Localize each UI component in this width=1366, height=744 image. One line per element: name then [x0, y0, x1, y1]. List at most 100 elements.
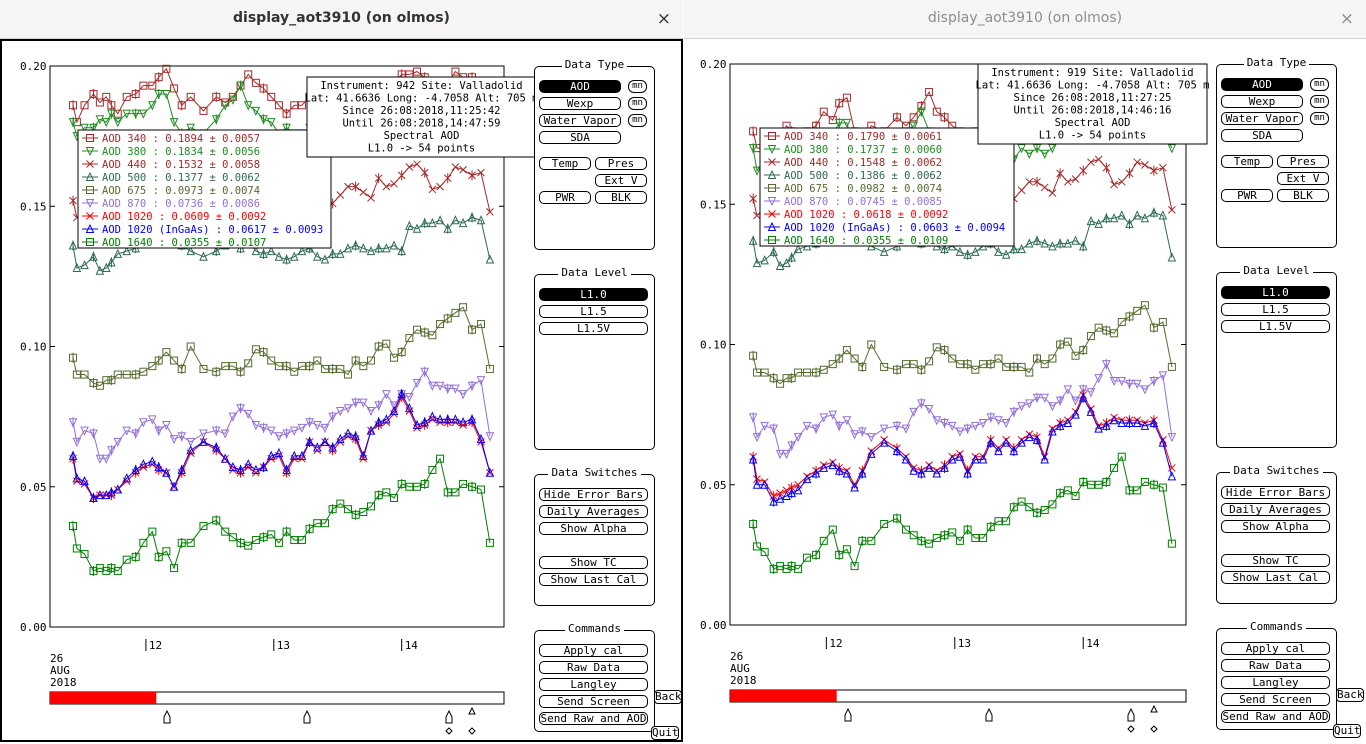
show-tc-button[interactable]: Show TC [539, 556, 648, 569]
mn-toggle[interactable]: mn [1310, 112, 1329, 125]
show-last-cal-button[interactable]: Show Last Cal [1221, 571, 1330, 584]
data-point [148, 456, 157, 466]
langley-button[interactable]: Langley [539, 678, 648, 691]
diamond-icon[interactable] [445, 727, 453, 735]
data-point [842, 118, 852, 129]
pres-button[interactable]: Pres [1277, 155, 1329, 168]
quit-button[interactable]: Quit [1333, 724, 1361, 738]
timeline-handle-icon[interactable] [844, 707, 852, 722]
legend-box [759, 127, 1015, 247]
daily-averages-button[interactable]: Daily Averages [539, 505, 648, 518]
data-level-l1-0[interactable]: L1.0 [539, 288, 648, 301]
data-point [390, 179, 398, 188]
data-point [451, 414, 460, 424]
mn-toggle[interactable]: mn [1310, 95, 1329, 108]
mn-toggle[interactable]: mn [1310, 78, 1329, 91]
send-raw-and-aod-button[interactable]: Send Raw and AOD [1221, 710, 1330, 723]
data-point [412, 223, 422, 233]
data-level-l1-5v[interactable]: L1.5V [539, 322, 648, 335]
close-icon[interactable]: × [1339, 9, 1354, 29]
diamond-icon[interactable] [1127, 725, 1135, 733]
timeline-handle-icon[interactable] [1127, 707, 1135, 722]
data-type-water-vapor[interactable]: Water Vapor [1221, 112, 1303, 125]
data-type-aod[interactable]: AOD [539, 80, 621, 93]
timeline-handle-icon[interactable] [985, 707, 993, 722]
back-button[interactable]: Back [1336, 688, 1364, 702]
data-point [917, 536, 926, 545]
x-tick-label: 14 [1086, 637, 1100, 650]
data-point [924, 405, 934, 415]
up-arrow-icon[interactable] [468, 706, 476, 715]
timeline-handle-icon[interactable] [445, 709, 453, 724]
data-type-sda[interactable]: SDA [1221, 129, 1303, 142]
temp-button[interactable]: Temp [1221, 155, 1273, 168]
data-type-water-vapor[interactable]: Water Vapor [539, 114, 621, 127]
mn-toggle[interactable]: mn [628, 80, 647, 93]
show-alpha-button[interactable]: Show Alpha [539, 522, 648, 535]
up-arrow-icon[interactable] [1150, 704, 1158, 713]
pwr-button[interactable]: PWR [539, 191, 591, 204]
data-point [932, 416, 942, 426]
send-screen-button[interactable]: Send Screen [1221, 693, 1330, 706]
data-level-l1-5[interactable]: L1.5 [1221, 303, 1330, 316]
mn-toggle[interactable]: mn [628, 114, 647, 127]
data-point [753, 475, 761, 483]
timeline-handle-icon[interactable] [303, 709, 311, 724]
data-type-sda[interactable]: SDA [539, 131, 621, 144]
data-point [259, 84, 268, 93]
blk-button[interactable]: BLK [1277, 189, 1329, 202]
diamond-icon[interactable] [468, 727, 476, 735]
close-icon[interactable]: × [656, 9, 671, 29]
hide-error-bars-button[interactable]: Hide Error Bars [1221, 486, 1330, 499]
show-alpha-button[interactable]: Show Alpha [1221, 520, 1330, 533]
panel-title: Data Level [535, 266, 654, 280]
data-point [89, 90, 98, 99]
data-level-l1-0[interactable]: L1.0 [1221, 286, 1330, 299]
data-point [1132, 210, 1142, 220]
raw-data-button[interactable]: Raw Data [539, 661, 648, 674]
temp-button[interactable]: Temp [539, 157, 591, 170]
legend-entry: AOD 440 : 0.1548 ± 0.0062 [784, 157, 942, 169]
blk-button[interactable]: BLK [595, 191, 647, 204]
diamond-icon[interactable] [1150, 725, 1158, 733]
data-type-wexp[interactable]: Wexp [539, 97, 621, 110]
raw-data-button[interactable]: Raw Data [1221, 659, 1330, 672]
pres-button[interactable]: Pres [595, 157, 647, 170]
apply-cal-button[interactable]: Apply cal [539, 644, 648, 657]
apply-cal-button[interactable]: Apply cal [1221, 642, 1330, 655]
panel-title-text: Commands [1247, 620, 1306, 633]
timeline-handle-icon[interactable] [163, 709, 171, 724]
info-line: Until 26:08:2018,14:47:59 [342, 118, 500, 130]
titlebar[interactable]: display_aot3910 (on olmos) × [684, 0, 1366, 39]
back-button[interactable]: Back [654, 690, 682, 704]
data-point [199, 429, 208, 439]
data-point [170, 564, 179, 573]
data-point [835, 354, 844, 363]
hide-error-bars-button[interactable]: Hide Error Bars [539, 488, 648, 501]
info-line: Since 26:08:2018,11:25:42 [342, 105, 500, 117]
data-point [1025, 238, 1034, 248]
quit-button[interactable]: Quit [651, 726, 679, 740]
pwr-button[interactable]: PWR [1221, 189, 1273, 202]
data-point [382, 488, 391, 497]
legend-entry: AOD 675 : 0.0973 ± 0.0074 [102, 185, 260, 197]
data-point [154, 356, 163, 365]
mn-toggle[interactable]: mn [628, 97, 647, 110]
ext-v-button[interactable]: Ext V [595, 174, 647, 187]
langley-button[interactable]: Langley [1221, 676, 1330, 689]
data-level-l1-5[interactable]: L1.5 [539, 305, 648, 318]
data-point [901, 424, 911, 434]
data-type-aod[interactable]: AOD [1221, 78, 1303, 91]
titlebar[interactable]: display_aot3910 (on olmos) × [0, 0, 683, 39]
data-point [1094, 155, 1103, 164]
show-tc-button[interactable]: Show TC [1221, 554, 1330, 567]
data-level-l1-5v[interactable]: L1.5V [1221, 320, 1330, 333]
send-raw-and-aod-button[interactable]: Send Raw and AOD [539, 712, 648, 725]
data-point [867, 447, 876, 455]
show-last-cal-button[interactable]: Show Last Cal [539, 573, 648, 586]
data-type-wexp[interactable]: Wexp [1221, 95, 1303, 108]
data-point [413, 482, 422, 491]
send-screen-button[interactable]: Send Screen [539, 695, 648, 708]
daily-averages-button[interactable]: Daily Averages [1221, 503, 1330, 516]
ext-v-button[interactable]: Ext V [1277, 172, 1329, 185]
